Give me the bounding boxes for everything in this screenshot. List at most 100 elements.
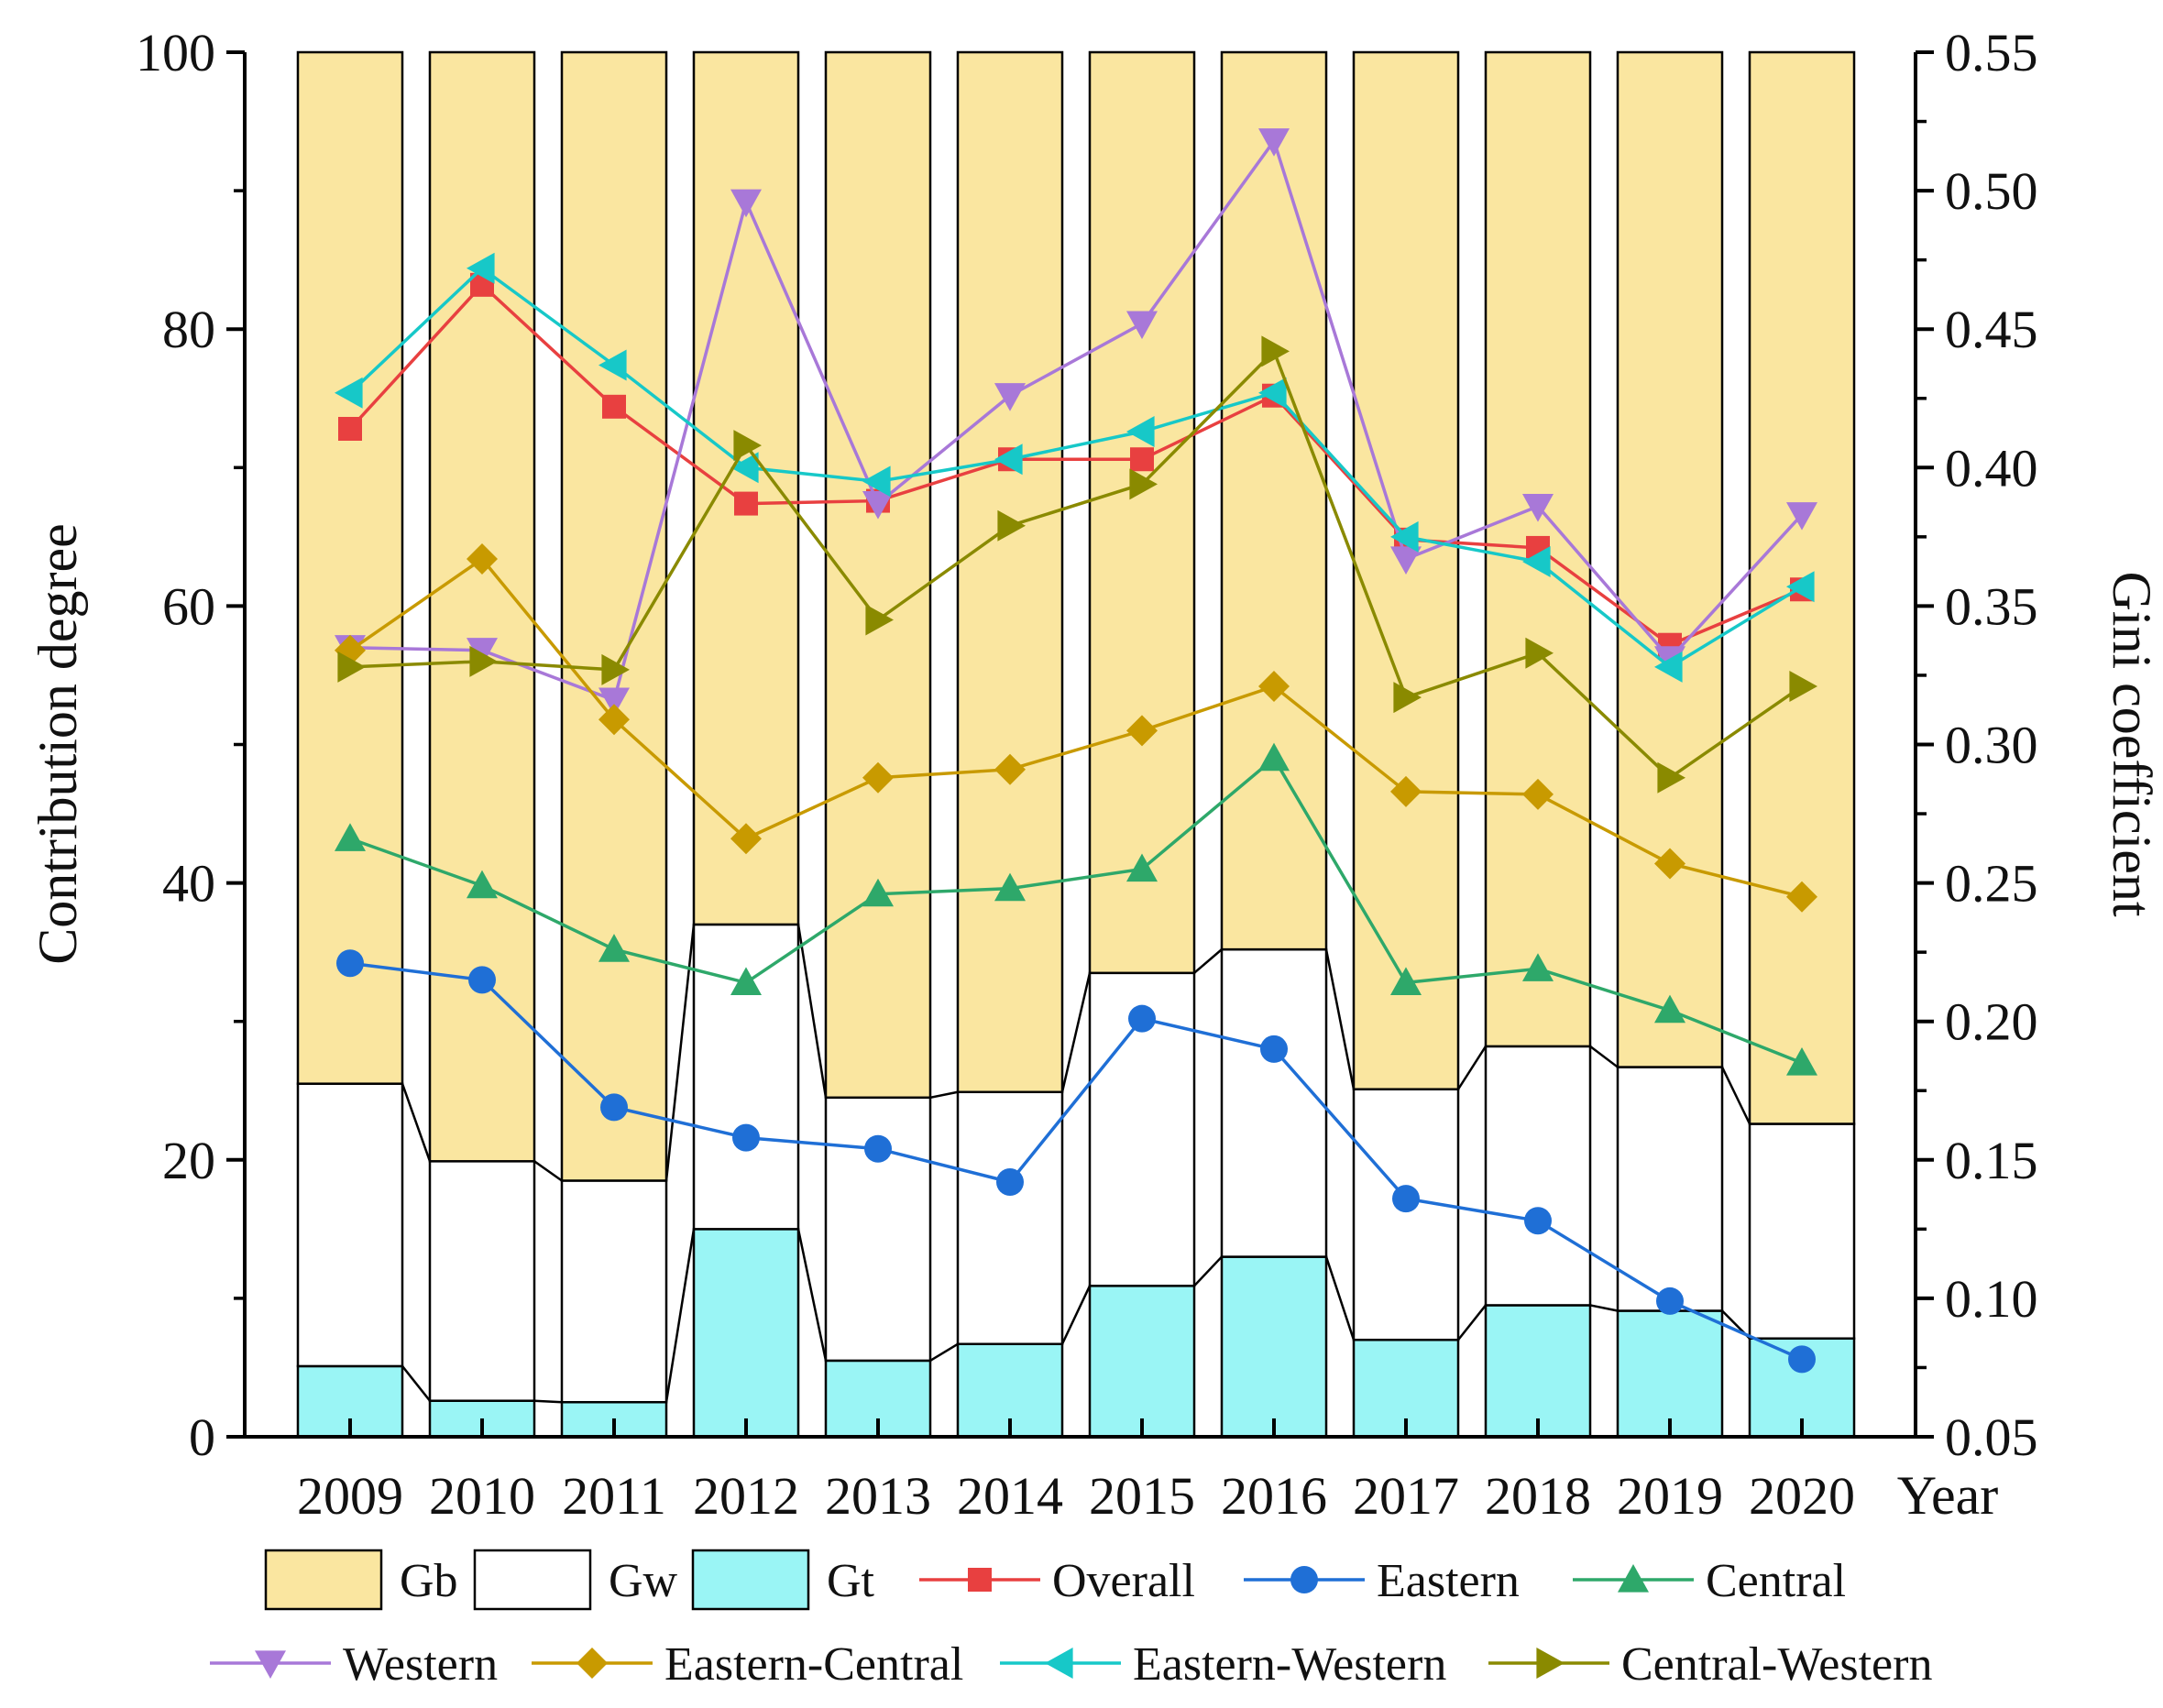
point-central-2013 [862,878,894,907]
connector-gw-2014 [1060,972,1092,1093]
connector-gt-2013 [929,1342,959,1362]
point-central-western-2013 [865,604,894,636]
point-central-2010 [467,870,498,899]
left-tick-label-3: 60 [162,576,215,636]
point-eastern-central-2020 [1786,881,1817,913]
x-tick-label-2016: 2016 [1221,1466,1327,1526]
legend-label-overall: Overall [1052,1555,1195,1607]
bar-gb-2009 [296,50,404,1085]
bar-gw-2010 [428,1160,536,1402]
point-central-western-2012 [733,430,762,462]
point-eastern-2017 [1392,1185,1420,1213]
point-eastern-western-2020 [1786,571,1815,603]
connector-gt-2018 [1589,1304,1619,1312]
legend-swatch-gb [264,1549,383,1611]
point-eastern-2020 [1788,1345,1816,1374]
connector-gw-2019 [1720,1067,1751,1125]
right-tick-label-4: 0.25 [1945,854,2038,914]
left-tick-label-2: 40 [162,854,215,914]
connector-gw-2017 [1456,1046,1488,1090]
connector-gw-2009 [401,1083,432,1162]
legend-swatch-gw [473,1549,592,1611]
line-series [335,128,1817,1374]
point-eastern-western-2010 [467,252,495,284]
bar-gb-2014 [956,50,1064,1094]
point-central-western-2017 [1393,682,1422,714]
point-eastern-central-2011 [598,704,630,736]
right-axis-title: Gini coefficient [2102,571,2162,916]
bar-gt-2012 [692,1228,800,1439]
point-central-western-2011 [601,653,630,685]
legend-label-gt: Gt [827,1555,875,1607]
connector-gt-2017 [1457,1304,1487,1341]
bar-gb-2010 [428,50,536,1163]
point-eastern-western-2011 [598,349,627,381]
point-central-2012 [730,967,762,995]
x-tick-label-2019: 2019 [1617,1466,1723,1526]
x-tick-label-2017: 2017 [1353,1466,1459,1526]
bar-gt-2019 [1616,1309,1724,1439]
bar-gt-2015 [1088,1285,1196,1439]
right-tick-label-1: 0.10 [1945,1269,2038,1329]
point-eastern-central-2015 [1126,715,1158,747]
point-western-2011 [598,687,630,717]
legend-marker-eastern [1290,1566,1318,1593]
point-western-2020 [1786,502,1817,531]
point-overall-2015 [1130,447,1154,472]
point-eastern-western-2014 [994,443,1023,476]
point-eastern-western-2009 [335,377,363,409]
bar-gt-2016 [1220,1255,1328,1439]
point-central-western-2014 [997,509,1026,542]
point-eastern-western-2019 [1654,651,1683,683]
x-tick-label-2013: 2013 [825,1466,931,1526]
point-eastern-central-2010 [467,543,498,575]
bar-gb-2012 [692,50,800,926]
series-line-eastern-central [349,556,1803,899]
right-tick-label-6: 0.35 [1945,576,2038,636]
point-eastern-western-2015 [1126,416,1155,448]
point-eastern-2009 [336,949,364,978]
right-tick-label-7: 0.40 [1945,438,2038,498]
right-tick-label-3: 0.20 [1945,992,2038,1052]
bar-gw-2014 [956,1090,1064,1346]
legend-label-eastern-western: Eastern-Western [1133,1638,1446,1691]
left-tick-label-5: 100 [136,23,215,82]
point-central-western-2018 [1525,637,1554,669]
point-central-2016 [1258,742,1290,772]
point-western-2014 [994,383,1026,411]
bar-gw-2009 [296,1082,404,1368]
point-eastern-western-2016 [1258,377,1287,409]
bar-gw-2019 [1616,1066,1724,1312]
point-central-2009 [335,823,366,851]
legend-label-central: Central [1706,1555,1846,1607]
point-eastern-2011 [600,1093,628,1122]
bar-gb-2013 [824,50,932,1100]
point-eastern-central-2012 [730,823,762,855]
legend-label-central-western: Central-Western [1621,1638,1932,1691]
connector-gt-2014 [1060,1285,1092,1345]
legend-marker-overall [968,1568,992,1592]
bar-gt-2018 [1484,1304,1592,1439]
x-axis-title: Year [1897,1465,1999,1526]
point-eastern-2016 [1260,1035,1288,1063]
legend-label-eastern: Eastern [1377,1555,1520,1607]
point-eastern-central-2017 [1390,775,1422,807]
stacked-bars [296,50,1856,1439]
point-central-western-2020 [1789,671,1817,703]
legend-marker-western [255,1650,286,1679]
point-eastern-western-2012 [730,452,759,484]
point-eastern-western-2018 [1522,546,1551,578]
right-tick-label-2: 0.15 [1945,1131,2038,1190]
legend-label-gw: Gw [609,1555,678,1607]
point-eastern-2012 [732,1123,760,1152]
x-tick-label-2015: 2015 [1089,1466,1195,1526]
point-eastern-central-2014 [994,753,1026,785]
point-overall-2009 [338,416,362,441]
point-eastern-2010 [468,966,496,994]
connector-gt-2011 [664,1229,696,1403]
left-tick-label-0: 0 [189,1407,215,1467]
point-eastern-2013 [864,1134,892,1163]
right-tick-label-8: 0.45 [1945,300,2038,359]
bar-gb-2015 [1088,50,1196,975]
